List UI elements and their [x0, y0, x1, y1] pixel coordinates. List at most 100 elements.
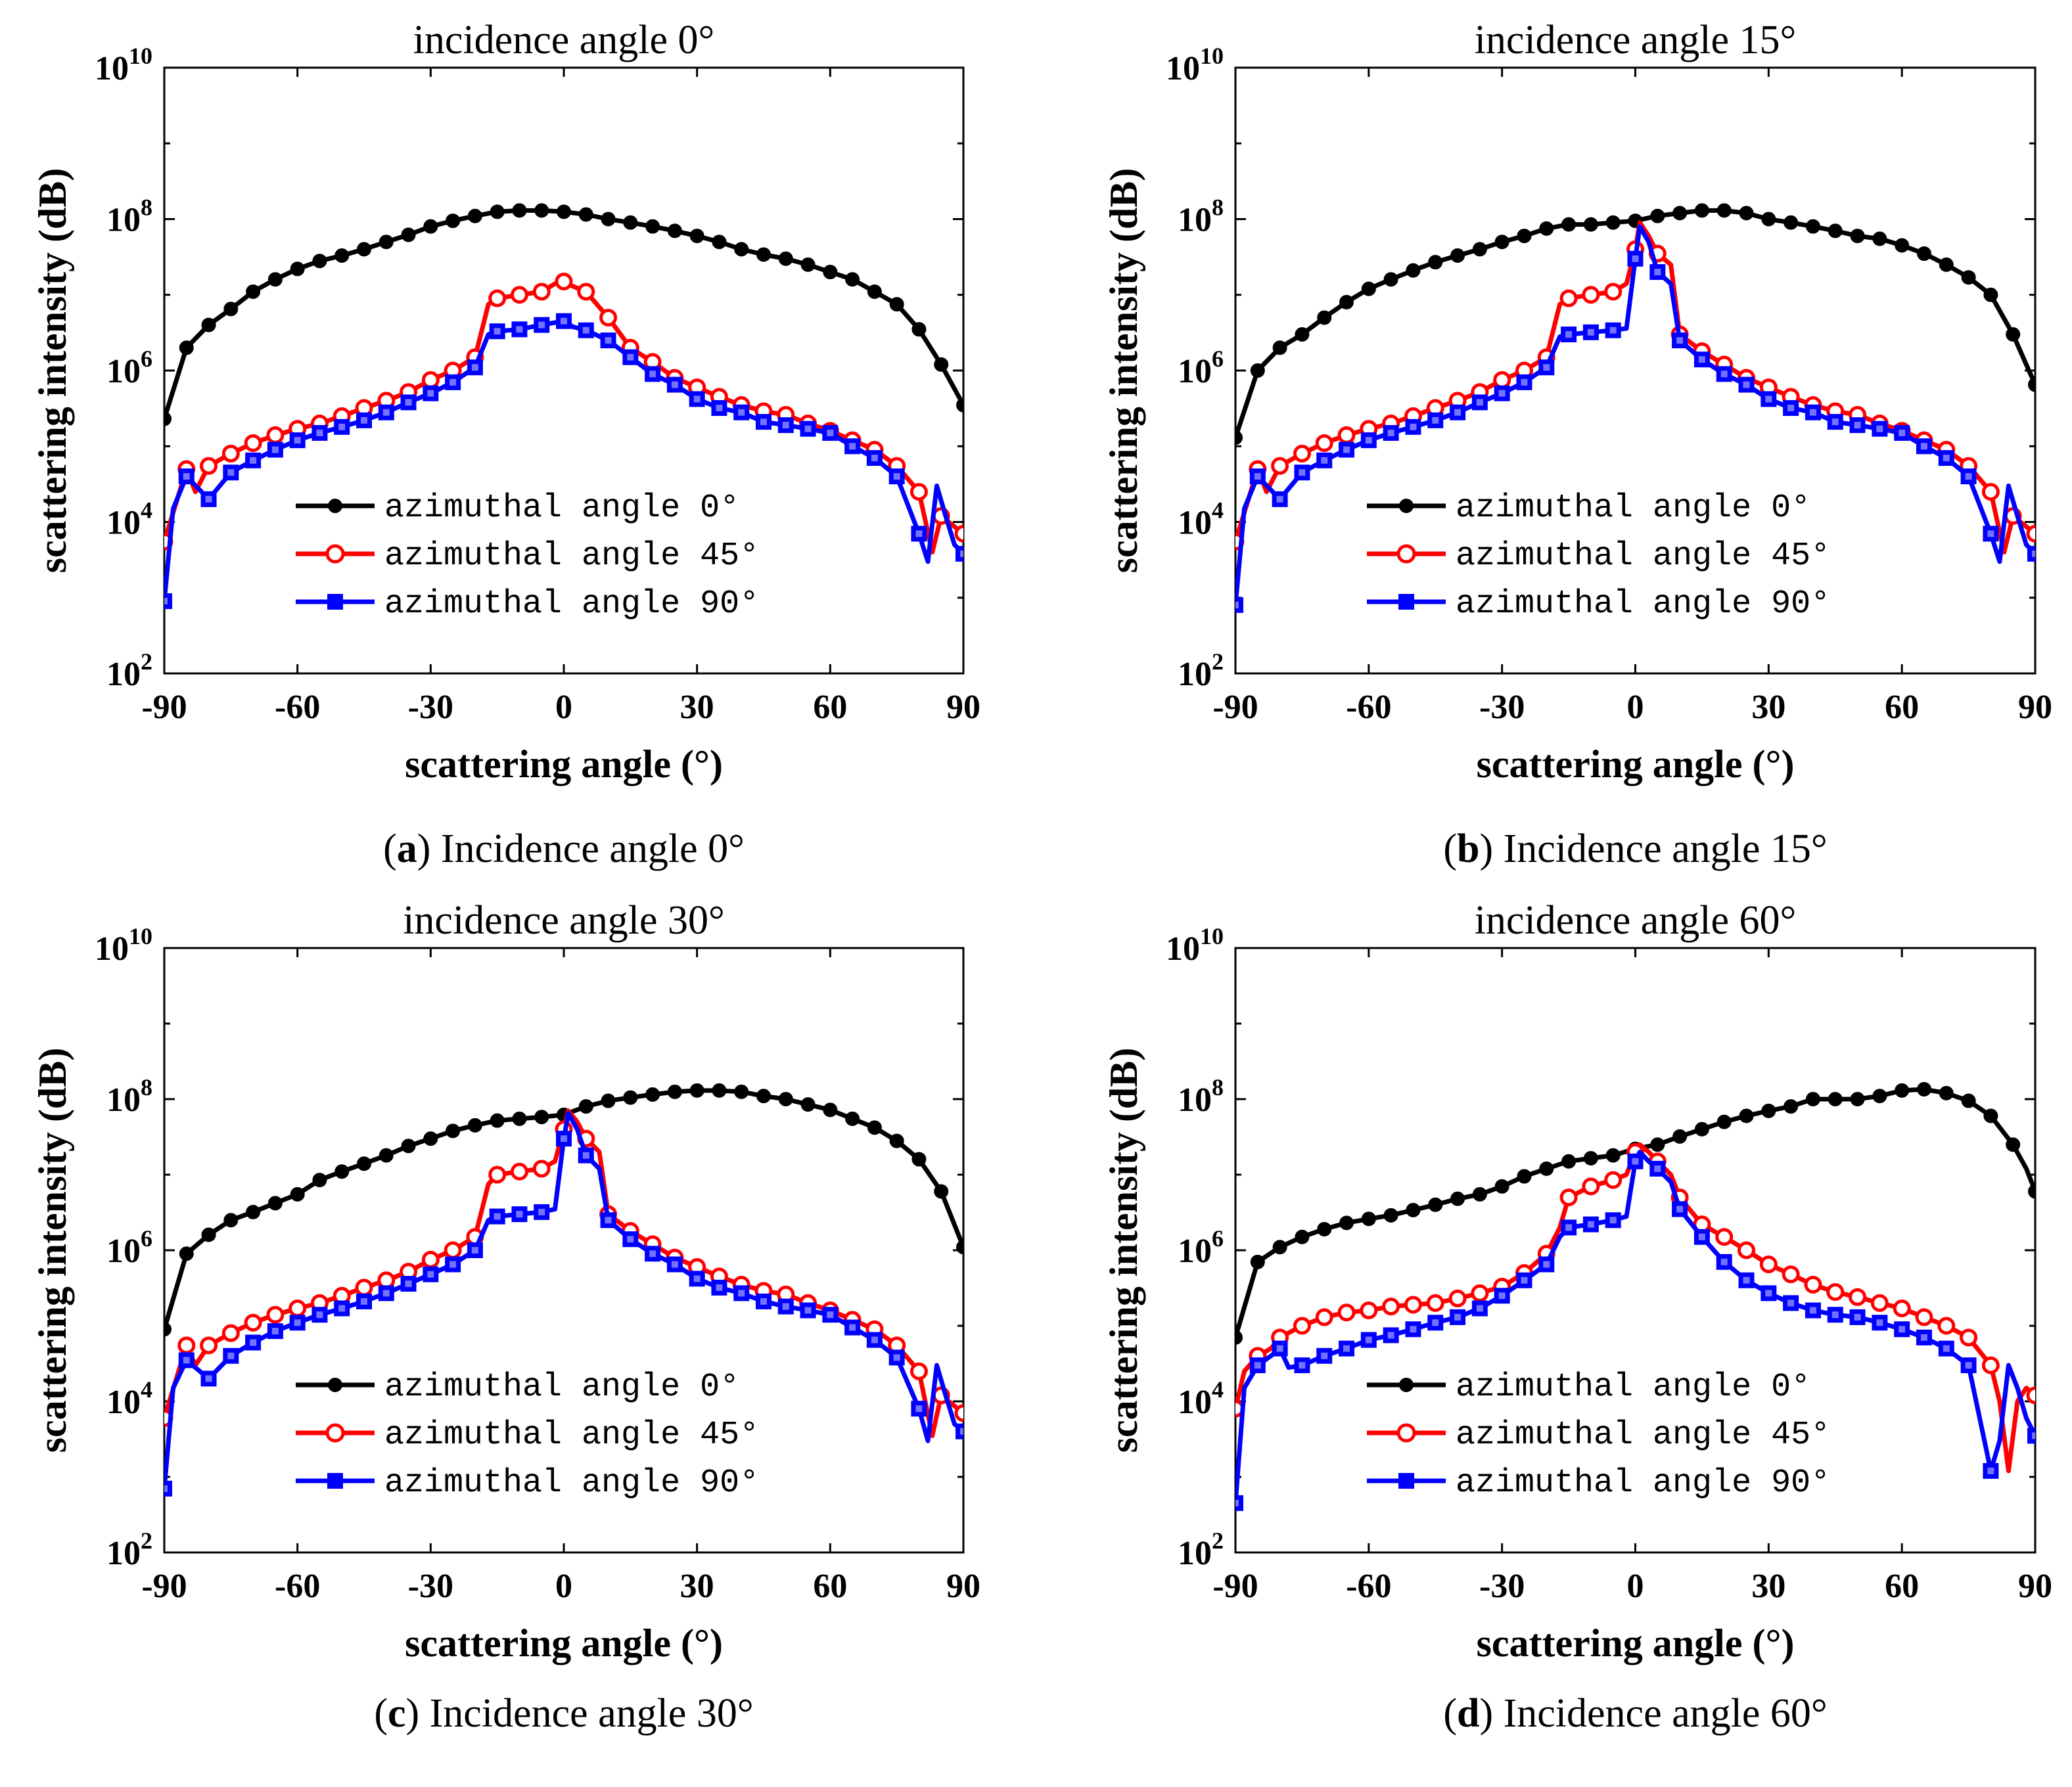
data-point: [712, 1083, 727, 1098]
data-point: [223, 302, 239, 317]
data-point-highlight: [250, 457, 257, 464]
data-point-highlight: [427, 1271, 434, 1278]
data-point: [1316, 452, 1333, 468]
data-point-highlight: [1299, 1362, 1306, 1369]
data-point-highlight: [782, 422, 789, 429]
data-point-highlight: [1943, 455, 1950, 462]
data-point-highlight: [1831, 418, 1839, 426]
data-point: [1649, 264, 1666, 281]
x-axis-label: scattering angle (°): [1477, 1621, 1795, 1665]
chart-panel-a: incidence angle 0° -90 -60 -30 0 30 60 90 102 104…: [31, 18, 980, 871]
data-point: [445, 374, 461, 390]
data-point: [532, 283, 551, 301]
data-point: [1761, 391, 1777, 407]
data-point: [845, 1111, 860, 1126]
data-point: [557, 204, 571, 219]
data-point: [1983, 1108, 1998, 1123]
x-tick-label: -60: [1346, 1568, 1391, 1605]
data-point: [1448, 1289, 1467, 1307]
data-point-highlight: [1410, 423, 1417, 430]
data-point: [334, 248, 350, 263]
data-point: [1872, 1089, 1887, 1104]
y-tick-label: 108: [1178, 194, 1224, 239]
y-tick-label: 106: [106, 346, 152, 390]
data-point: [1271, 457, 1289, 475]
data-point-highlight: [1743, 1277, 1750, 1284]
data-point-highlight: [915, 530, 923, 537]
data-point: [378, 1285, 394, 1301]
series-line-2: [1235, 224, 2035, 606]
x-tick-label: 60: [813, 1568, 847, 1605]
data-point: [488, 289, 507, 307]
data-point: [1582, 1216, 1599, 1233]
data-point-highlight: [1365, 1336, 1372, 1344]
data-point: [1361, 1211, 1376, 1227]
data-point: [1561, 1154, 1577, 1169]
series-group: [1235, 1082, 2035, 1511]
data-point-highlight: [827, 429, 834, 436]
series-group: [1235, 203, 2035, 613]
data-point: [888, 468, 905, 485]
data-point: [1339, 1340, 1355, 1357]
legend: azimuthal angle 0° azimuthal angle 45° azi…: [1367, 1369, 1830, 1502]
legend-marker: [1399, 499, 1414, 513]
data-point: [2028, 1184, 2035, 1199]
data-point: [1872, 231, 1887, 246]
data-point-highlight: [1235, 601, 1239, 608]
data-point: [622, 1231, 639, 1248]
data-point: [1715, 1228, 1734, 1246]
data-point: [1471, 1284, 1489, 1302]
data-point: [1605, 215, 1621, 230]
data-point: [623, 1090, 638, 1105]
data-point-highlight: [538, 1208, 545, 1215]
data-point: [246, 284, 261, 299]
data-point: [1339, 1215, 1354, 1231]
data-point-highlight: [1343, 446, 1350, 453]
data-point: [467, 1118, 482, 1133]
data-point: [1828, 1092, 1843, 1106]
legend-label-0: azimuthal angle 0°: [1456, 489, 1810, 527]
data-point-highlight: [1854, 422, 1861, 429]
data-point: [1360, 1332, 1377, 1348]
chart-title: incidence angle 30°: [403, 898, 725, 943]
data-point: [1650, 1137, 1665, 1152]
legend-label-2: azimuthal angle 90°: [1456, 1464, 1830, 1502]
data-point-highlight: [627, 353, 634, 361]
data-point: [1739, 206, 1754, 221]
data-point-highlight: [516, 1211, 523, 1218]
data-point-highlight: [1809, 1307, 1816, 1314]
data-point: [1471, 1300, 1488, 1317]
data-point: [1894, 1321, 1910, 1338]
data-point-highlight: [849, 443, 856, 450]
data-point: [511, 1206, 528, 1223]
legend-marker: [1396, 544, 1416, 564]
data-point-highlight: [582, 327, 589, 334]
data-point-highlight: [1254, 1362, 1261, 1369]
data-point-highlight: [1543, 364, 1550, 371]
data-point: [599, 308, 618, 327]
data-point: [267, 441, 283, 458]
legend-marker: [1398, 1473, 1414, 1489]
data-point: [400, 1276, 417, 1292]
data-point-highlight: [1965, 1362, 1972, 1369]
data-point: [954, 1404, 963, 1422]
data-point-highlight: [1276, 495, 1283, 503]
data-point: [1738, 1241, 1756, 1259]
data-point: [221, 444, 240, 463]
data-point-highlight: [1698, 356, 1705, 363]
data-point: [2028, 377, 2035, 392]
data-point-highlight: [693, 396, 701, 403]
x-tick-label: -30: [1479, 1568, 1525, 1605]
data-point: [1916, 246, 1931, 261]
x-tick-label: -60: [1346, 689, 1391, 726]
data-point-highlight: [1521, 1277, 1528, 1284]
data-point: [1938, 450, 1954, 466]
data-point: [2026, 1386, 2035, 1405]
data-point: [534, 203, 549, 218]
y-tick-label: 102: [106, 648, 152, 693]
data-point: [488, 1165, 507, 1184]
data-point: [845, 272, 860, 287]
y-tick-label: 102: [1178, 648, 1224, 693]
x-tick-label: 0: [1627, 689, 1644, 726]
